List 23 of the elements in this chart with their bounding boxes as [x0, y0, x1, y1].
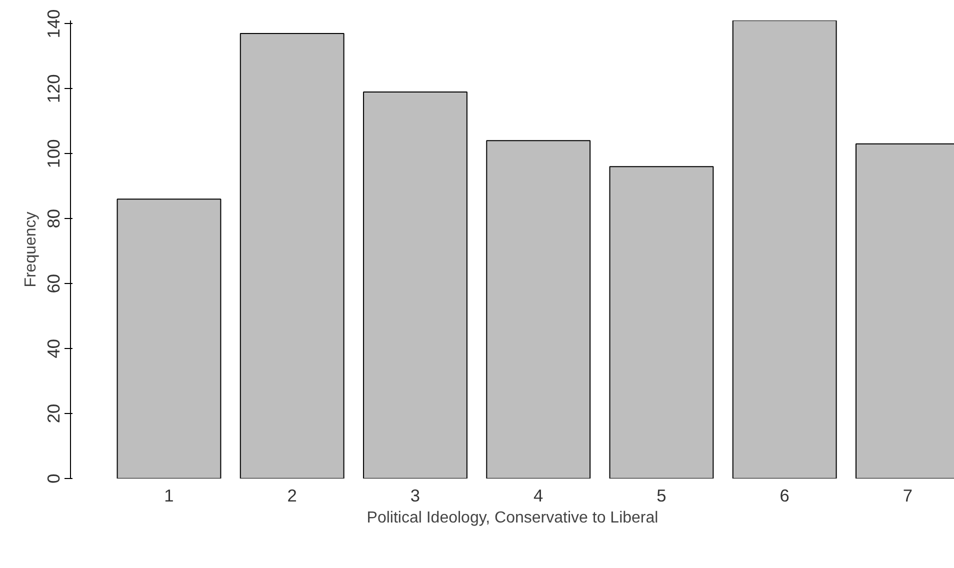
x-tick-label: 7: [902, 486, 913, 506]
y-tick-label: 60: [44, 274, 64, 294]
y-tick-label: 80: [44, 209, 64, 228]
x-tick-label: 5: [656, 486, 666, 506]
x-tick-label: 6: [780, 486, 790, 506]
x-tick-label: 3: [410, 486, 420, 506]
bar: [732, 20, 837, 478]
bar: [363, 91, 468, 478]
bar: [609, 166, 714, 478]
y-axis-title: Frequency: [22, 212, 40, 288]
x-tick-label: 2: [287, 486, 297, 506]
y-tick-label: 0: [44, 474, 64, 484]
x-tick-label: 1: [164, 486, 174, 506]
y-tick-label: 140: [44, 9, 64, 38]
x-tick-label: 4: [534, 486, 544, 506]
y-tick-label: 20: [44, 404, 64, 424]
bar: [486, 140, 591, 478]
y-tick-label: 120: [44, 74, 64, 104]
bar: [116, 198, 222, 478]
y-tick-label: 100: [44, 139, 64, 168]
x-axis-title: Political Ideology, Conservative to Liberal: [366, 510, 658, 526]
y-tick-label: 40: [44, 338, 64, 358]
bar: [240, 32, 344, 478]
